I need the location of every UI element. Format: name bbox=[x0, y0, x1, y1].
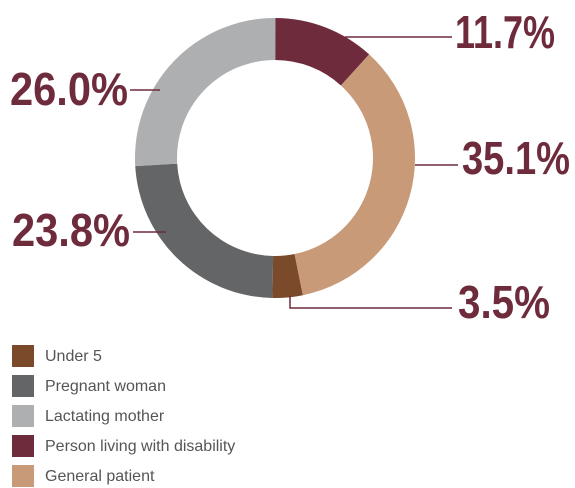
value-label: 26.0% bbox=[10, 63, 128, 115]
legend-label: General patient bbox=[45, 468, 155, 485]
value-label: 11.7% bbox=[455, 6, 555, 58]
legend-swatch bbox=[12, 345, 34, 367]
legend-label: Under 5 bbox=[45, 348, 102, 365]
donut-segment bbox=[272, 254, 303, 298]
value-label: 35.1% bbox=[462, 132, 570, 184]
legend-swatch bbox=[12, 465, 34, 487]
legend-label: Lactating mother bbox=[45, 408, 165, 425]
leader-line bbox=[289, 296, 452, 309]
legend-swatch bbox=[12, 435, 34, 457]
donut-segment bbox=[294, 54, 416, 296]
legend-swatch bbox=[12, 405, 34, 427]
value-label: 3.5% bbox=[458, 276, 550, 328]
legend-label: Person living with disability bbox=[45, 438, 235, 455]
value-label: 23.8% bbox=[12, 204, 130, 256]
donut-segment bbox=[275, 18, 370, 86]
donut-segment bbox=[135, 18, 276, 167]
legend-label: Pregnant woman bbox=[45, 378, 166, 395]
donut-segment bbox=[135, 163, 274, 298]
legend-swatch bbox=[12, 375, 34, 397]
